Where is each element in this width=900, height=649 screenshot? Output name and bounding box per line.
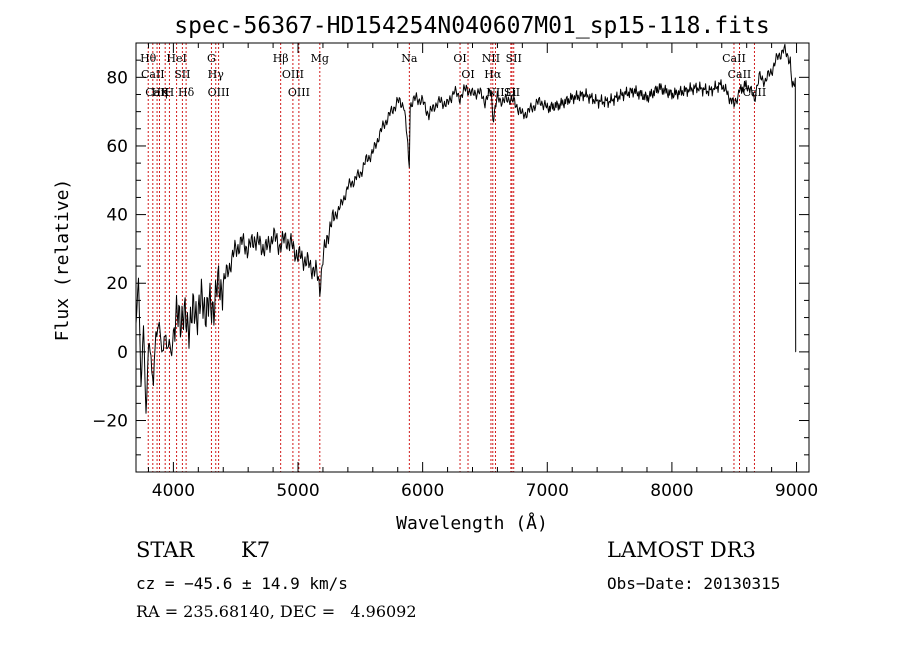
line-label-K: K — [161, 86, 170, 99]
object-type: STAR — [136, 538, 195, 562]
series-spectrum — [135, 43, 797, 414]
chart-title: spec-56367-HD154254N040607M01_sp15-118.f… — [174, 13, 769, 39]
line-label-CaII: CaII — [722, 52, 746, 65]
y-tick-label: 0 — [117, 343, 128, 363]
x-tick-label: 8000 — [650, 481, 693, 501]
line-label-Li: Li — [505, 86, 516, 99]
obs-date: Obs−Date: 20130315 — [607, 574, 781, 593]
line-label-OI: OI — [461, 68, 474, 81]
line-label-Hγ: Hγ — [208, 68, 225, 81]
x-axis-label: Wavelength (Å) — [396, 512, 548, 534]
spectral-line-markers: HθCaIICaIIHηKHHeISIIHδGHγOIIIHβOIIIOIIIM… — [140, 43, 766, 472]
line-label-Hθ: Hθ — [140, 52, 157, 65]
x-tick-label: 4000 — [152, 481, 195, 501]
survey-name: LAMOST DR3 — [607, 538, 756, 562]
redshift-cz: cz = −45.6 ± 14.9 km/s — [136, 574, 348, 593]
line-label-SII: SII — [174, 68, 190, 81]
line-label-Na: Na — [401, 52, 418, 65]
line-label-OIII: OIII — [288, 86, 310, 99]
line-label-OI: OI — [453, 52, 466, 65]
line-label-NII: NII — [486, 86, 504, 99]
line-label-SII: SII — [506, 52, 522, 65]
y-axis-label: Flux (relative) — [52, 179, 73, 342]
y-tick-label: 40 — [106, 206, 128, 226]
line-label-CaII: CaII — [728, 68, 752, 81]
x-tick-label: 5000 — [276, 481, 319, 501]
line-label-Hβ: Hβ — [273, 52, 289, 65]
spectral-subclass: K7 — [241, 538, 271, 562]
plot-frame — [135, 42, 810, 473]
y-tick-label: 20 — [106, 274, 128, 294]
line-label-CaII: CaII — [743, 86, 767, 99]
spectrum-series — [135, 43, 797, 414]
line-label-CaII: CaII — [145, 86, 169, 99]
line-label-Hδ: Hδ — [178, 86, 195, 99]
x-tick-label: 9000 — [775, 481, 818, 501]
line-label-Hη: Hη — [151, 86, 167, 99]
line-label-NII: NII — [482, 52, 500, 65]
axes: 4000 5000 6000 7000 8000 9000 −20 0 20 40 60 80 — [92, 43, 818, 501]
line-label-OIII: OIII — [282, 68, 304, 81]
x-tick-label: 6000 — [401, 481, 444, 501]
line-label-HeI: HeI — [166, 52, 186, 65]
line-label-Mg: Mg — [311, 52, 329, 65]
line-label-H: H — [165, 86, 175, 99]
coordinates: RA = 235.68140, DEC = 4.96092 — [136, 602, 417, 621]
line-label-CaII: CaII — [141, 68, 165, 81]
y-tick-label: 80 — [106, 68, 128, 88]
y-tick-label: 60 — [106, 137, 128, 157]
line-label-OIII: OIII — [208, 86, 230, 99]
line-label-Hα: Hα — [484, 68, 502, 81]
line-label-SII: SII — [504, 86, 520, 99]
y-tick-label: −20 — [92, 412, 128, 432]
line-label-G: G — [207, 52, 216, 65]
x-tick-label: 7000 — [526, 481, 569, 501]
